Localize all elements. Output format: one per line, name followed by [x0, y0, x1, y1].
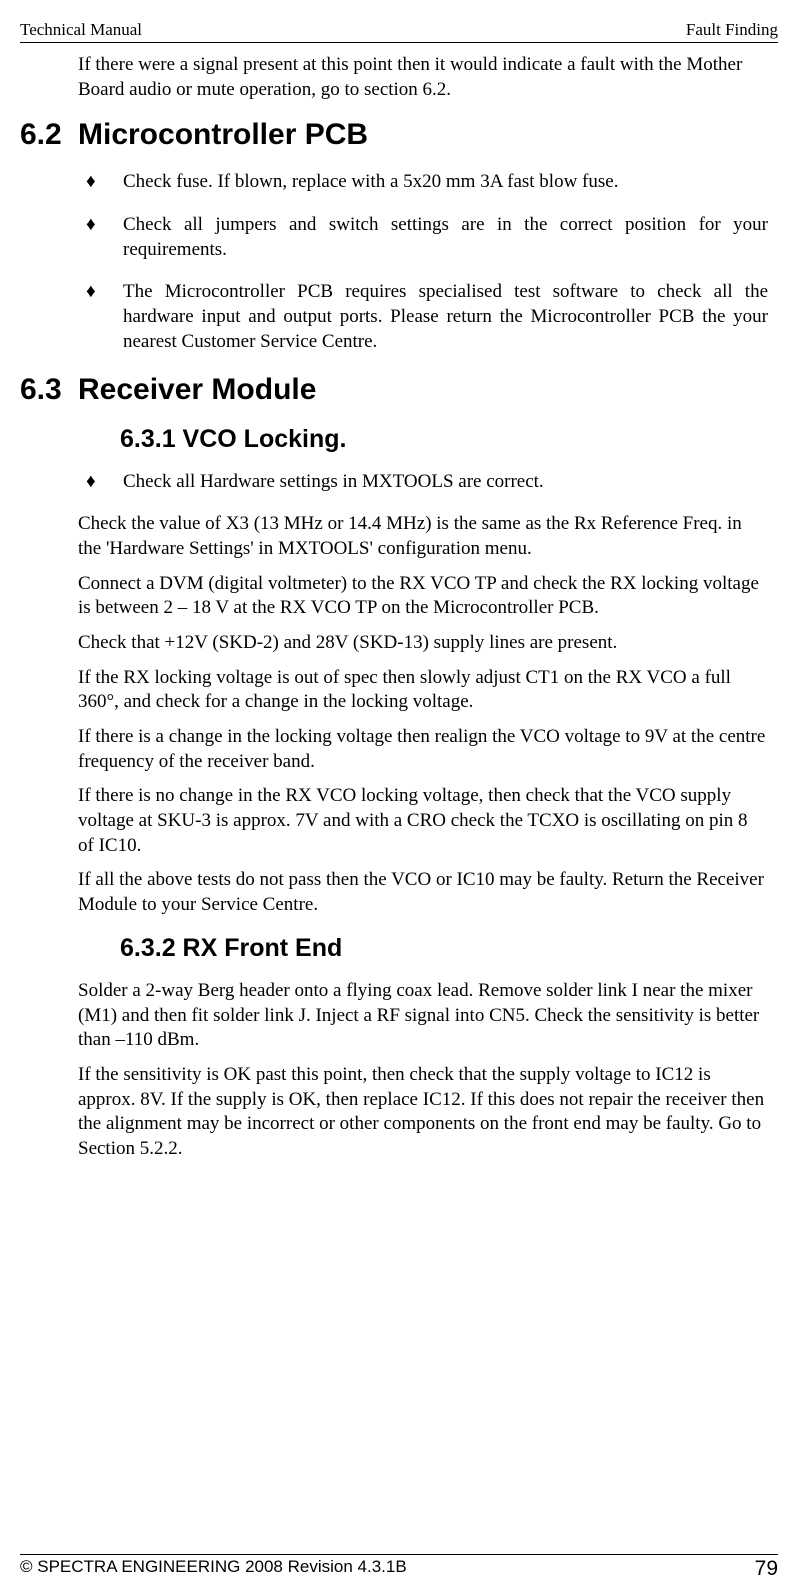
diamond-icon: ♦	[78, 170, 123, 195]
section-6-2-heading: 6.2Microcontroller PCB	[20, 118, 778, 152]
section-6-2-bullets: ♦ Check fuse. If blown, replace with a 5…	[78, 170, 768, 354]
bullet-text: The Microcontroller PCB requires special…	[123, 280, 768, 354]
bullet-text: Check all jumpers and switch settings ar…	[123, 213, 768, 262]
bullet-item: ♦ The Microcontroller PCB requires speci…	[78, 280, 768, 354]
paragraph: Connect a DVM (digital voltmeter) to the…	[78, 572, 768, 621]
diamond-icon: ♦	[78, 470, 123, 495]
bullet-item: ♦ Check all jumpers and switch settings …	[78, 213, 768, 262]
header-right: Fault Finding	[686, 20, 778, 40]
section-number: 6.2	[20, 118, 78, 152]
bullet-item: ♦ Check all Hardware settings in MXTOOLS…	[78, 470, 768, 495]
bullet-item: ♦ Check fuse. If blown, replace with a 5…	[78, 170, 768, 195]
paragraph: If the RX locking voltage is out of spec…	[78, 666, 768, 715]
footer-copyright: © SPECTRA ENGINEERING 2008 Revision 4.3.…	[20, 1557, 407, 1581]
diamond-icon: ♦	[78, 213, 123, 262]
subsection-6-3-1-heading: 6.3.1 VCO Locking.	[120, 425, 778, 454]
paragraph: Check that +12V (SKD-2) and 28V (SKD-13)…	[78, 631, 768, 656]
paragraph: If all the above tests do not pass then …	[78, 868, 768, 917]
diamond-icon: ♦	[78, 280, 123, 354]
page-number: 79	[755, 1557, 778, 1581]
page-header: Technical Manual Fault Finding	[20, 20, 778, 43]
section-title: Microcontroller PCB	[78, 118, 368, 151]
paragraph: Solder a 2-way Berg header onto a flying…	[78, 979, 768, 1053]
header-left: Technical Manual	[20, 20, 142, 40]
bullet-text: Check all Hardware settings in MXTOOLS a…	[123, 470, 768, 495]
paragraph: If there is no change in the RX VCO lock…	[78, 784, 768, 858]
section-6-3-heading: 6.3Receiver Module	[20, 373, 778, 407]
subsection-6-3-2-heading: 6.3.2 RX Front End	[120, 934, 778, 963]
intro-paragraph: If there were a signal present at this p…	[78, 53, 768, 102]
page-footer: © SPECTRA ENGINEERING 2008 Revision 4.3.…	[20, 1554, 778, 1581]
paragraph: If the sensitivity is OK past this point…	[78, 1063, 768, 1162]
bullet-text: Check fuse. If blown, replace with a 5x2…	[123, 170, 768, 195]
section-number: 6.3	[20, 373, 78, 407]
section-title: Receiver Module	[78, 373, 316, 406]
paragraph: Check the value of X3 (13 MHz or 14.4 MH…	[78, 512, 768, 561]
section-6-3-1-bullets: ♦ Check all Hardware settings in MXTOOLS…	[78, 470, 768, 495]
paragraph: If there is a change in the locking volt…	[78, 725, 768, 774]
